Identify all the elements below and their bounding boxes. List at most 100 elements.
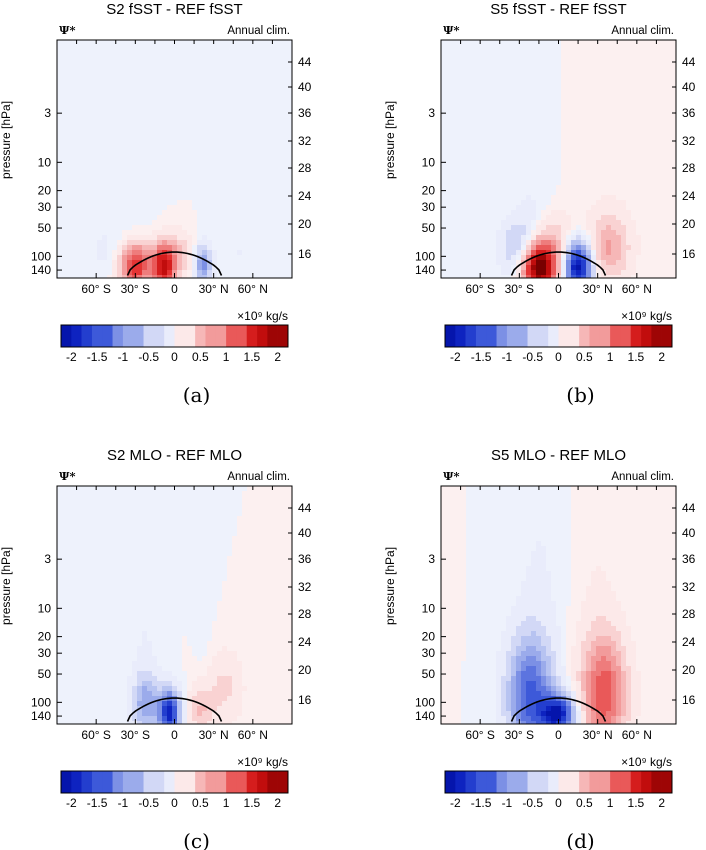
field-cell <box>177 491 183 497</box>
field-cell <box>486 40 492 46</box>
field-cell <box>521 160 527 166</box>
field-cell <box>232 120 238 126</box>
field-cell <box>496 270 502 276</box>
field-cell <box>122 195 128 201</box>
field-cell <box>636 200 642 206</box>
field-cell <box>556 75 562 81</box>
field-cell <box>491 260 497 266</box>
field-cell <box>272 145 278 151</box>
field-cell <box>132 270 138 276</box>
field-cell <box>57 486 63 492</box>
field-cell <box>122 275 128 278</box>
field-cell <box>187 195 193 201</box>
field-cell <box>471 210 477 216</box>
field-cell <box>616 265 622 271</box>
field-cell <box>471 235 477 241</box>
field-cell <box>596 70 602 76</box>
field-cell <box>566 175 572 181</box>
field-cell <box>112 185 118 191</box>
field-cell <box>277 60 283 66</box>
field-cell <box>197 180 203 186</box>
field-cell <box>666 180 672 186</box>
field-cell <box>636 195 642 201</box>
field-cell <box>576 90 582 96</box>
field-cell <box>172 45 178 51</box>
field-cell <box>476 230 482 236</box>
field-cell <box>287 511 292 517</box>
field-cell <box>277 70 283 76</box>
field-cell <box>72 225 78 231</box>
field-cell <box>651 60 657 66</box>
field-cell <box>237 235 243 241</box>
field-cell <box>282 165 288 171</box>
field-cell <box>636 260 642 266</box>
field-cell <box>466 175 472 181</box>
field-cell <box>511 270 517 276</box>
field-cell <box>656 170 662 176</box>
field-cell <box>222 95 228 101</box>
field-cell <box>227 85 233 91</box>
field-cell <box>491 275 497 278</box>
field-cell <box>267 170 273 176</box>
field-cell <box>486 195 492 201</box>
field-cell <box>107 265 113 271</box>
field-cell <box>646 185 652 191</box>
field-cell <box>142 45 148 51</box>
field-cell <box>641 95 647 101</box>
field-cell <box>611 160 617 166</box>
field-cell <box>112 65 118 71</box>
field-cell <box>591 245 597 251</box>
field-cell <box>162 85 168 91</box>
field-cell <box>491 70 497 76</box>
field-cell <box>177 40 183 46</box>
field-cell <box>621 95 627 101</box>
field-cell <box>62 260 68 266</box>
field-cell <box>122 165 128 171</box>
field-cell <box>277 250 283 256</box>
field-cell <box>591 225 597 231</box>
field-cell <box>651 155 657 161</box>
right-tick-label: 36 <box>298 106 312 120</box>
field-cell <box>97 75 103 81</box>
field-cell <box>282 90 288 96</box>
field-cell <box>521 135 527 141</box>
field-cell <box>217 135 223 141</box>
field-cell <box>202 80 208 86</box>
field-cell <box>526 105 532 111</box>
field-cell <box>132 240 138 246</box>
field-cell <box>237 95 243 101</box>
field-cell <box>566 220 572 226</box>
field-cell <box>591 130 597 136</box>
field-cell <box>102 250 108 256</box>
field-cell <box>471 185 477 191</box>
field-cell <box>187 115 193 121</box>
field-cell <box>287 175 292 181</box>
field-cell <box>566 140 572 146</box>
field-cell <box>217 220 223 226</box>
field-cell <box>77 120 83 126</box>
field-cell <box>237 175 243 181</box>
field-cell <box>137 240 143 246</box>
field-cell <box>127 130 133 136</box>
field-cell <box>272 65 278 71</box>
field-cell <box>476 145 482 151</box>
field-cell <box>471 105 477 111</box>
field-cell <box>202 40 208 46</box>
field-cell <box>651 200 657 206</box>
field-cell <box>601 195 607 201</box>
field-cell <box>117 165 123 171</box>
colorbar-swatch <box>195 325 206 347</box>
field-cell <box>581 185 587 191</box>
field-cell <box>92 45 98 51</box>
field-cell <box>461 190 467 196</box>
field-cell <box>87 220 93 226</box>
field-cell <box>456 105 462 111</box>
field-cell <box>267 50 273 56</box>
field-cell <box>586 110 592 116</box>
field-cell <box>606 240 612 246</box>
field-cell <box>92 255 98 261</box>
field-cell <box>112 175 118 181</box>
field-cell <box>631 135 637 141</box>
field-cell <box>267 145 273 151</box>
field-cell <box>97 486 103 492</box>
